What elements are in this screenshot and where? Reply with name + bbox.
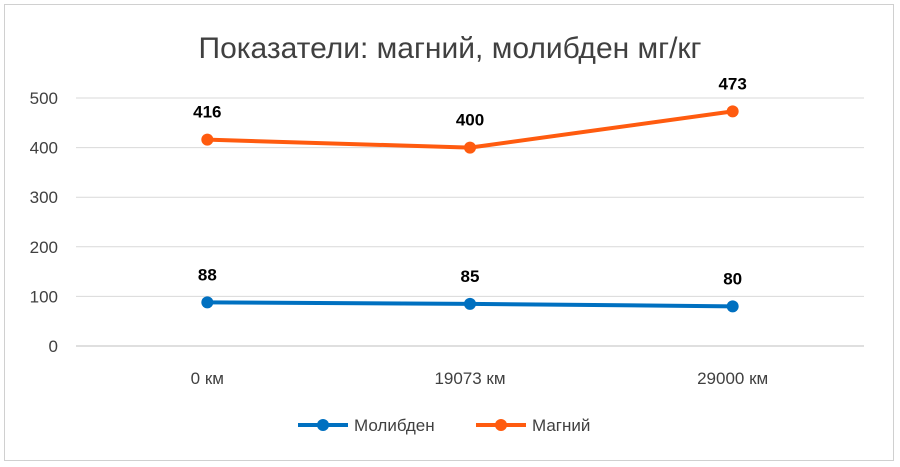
- data-point: [201, 133, 214, 146]
- data-point: [464, 141, 476, 154]
- y-tick-label: 400: [30, 139, 58, 158]
- data-point: [201, 296, 214, 309]
- data-label: 88: [198, 265, 217, 284]
- data-point: [726, 105, 739, 118]
- data-label: 85: [461, 267, 480, 286]
- data-point: [726, 300, 739, 313]
- legend: Молибден Магний: [298, 416, 590, 435]
- chart-frame: [4, 4, 894, 461]
- legend-label: Магний: [532, 416, 590, 435]
- y-tick-label: 0: [49, 337, 58, 356]
- x-tick-label: 29000 км: [697, 369, 768, 388]
- data-label: 416: [193, 103, 221, 122]
- x-axis-ticks: 0 км 19073 км 29000 км: [191, 369, 769, 388]
- y-tick-label: 500: [30, 89, 58, 108]
- legend-label: Молибден: [354, 416, 435, 435]
- y-tick-label: 100: [30, 287, 58, 306]
- data-label: 80: [723, 269, 742, 288]
- legend-swatch-marker: [317, 419, 329, 431]
- x-tick-label: 19073 км: [434, 369, 505, 388]
- x-tick-label: 0 км: [191, 369, 224, 388]
- data-labels: 88 85 80 416 400 473: [193, 74, 747, 288]
- legend-swatch-marker: [495, 419, 507, 431]
- data-label: 400: [456, 111, 484, 130]
- data-label: 473: [718, 74, 746, 93]
- y-tick-label: 300: [30, 188, 58, 207]
- y-axis-ticks: 0 100 200 300 400 500: [30, 89, 58, 356]
- data-point: [464, 297, 476, 310]
- series-lines: [201, 105, 739, 313]
- chart-title: Показатели: магний, молибден мг/кг: [199, 32, 702, 65]
- y-tick-label: 200: [30, 238, 58, 257]
